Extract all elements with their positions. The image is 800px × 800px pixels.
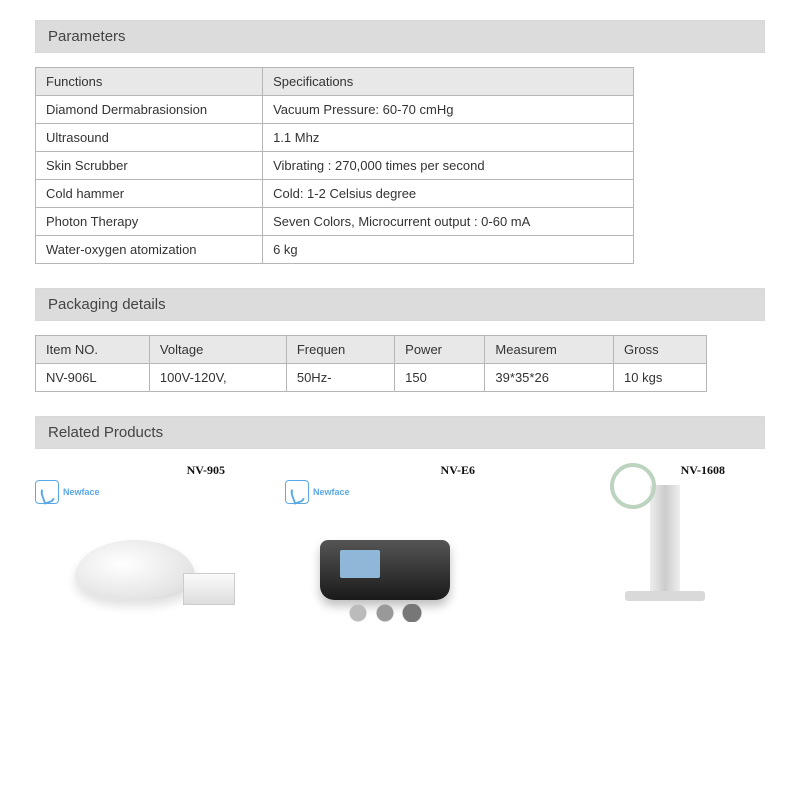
pack-col-itemno: Item NO. — [36, 336, 150, 364]
pack-col-measure: Measurem — [485, 336, 614, 364]
table-row: Diamond DermabrasionsionVacuum Pressure:… — [36, 96, 634, 124]
cell: 50Hz- — [286, 364, 394, 392]
table-row: Ultrasound1.1 Mhz — [36, 124, 634, 152]
cell: 150 — [395, 364, 485, 392]
cell: 10 kgs — [614, 364, 707, 392]
cell: Vibrating : 270,000 times per second — [263, 152, 634, 180]
related-header: Related Products — [35, 416, 765, 449]
cell: 6 kg — [263, 236, 634, 264]
related-product[interactable]: NV-E6 Newface — [285, 463, 505, 630]
related-product[interactable]: NV-1608 — [535, 463, 755, 630]
cell: Skin Scrubber — [36, 152, 263, 180]
params-col-functions: Functions — [36, 68, 263, 96]
cell: Cold hammer — [36, 180, 263, 208]
cell: 100V-120V, — [149, 364, 286, 392]
product-model: NV-E6 — [285, 463, 505, 478]
brand-name: Newface — [63, 487, 100, 497]
parameters-header: Parameters — [35, 20, 765, 53]
cell: Vacuum Pressure: 60-70 cmHg — [263, 96, 634, 124]
cell: NV-906L — [36, 364, 150, 392]
cell: Cold: 1-2 Celsius degree — [263, 180, 634, 208]
newface-logo-icon — [285, 480, 309, 504]
cell: Seven Colors, Microcurrent output : 0-60… — [263, 208, 634, 236]
product-model: NV-905 — [35, 463, 255, 478]
table-row: Water-oxygen atomization6 kg — [36, 236, 634, 264]
related-product[interactable]: NV-905 Newface — [35, 463, 255, 630]
parameters-table: Functions Specifications Diamond Dermabr… — [35, 67, 634, 264]
packaging-table: Item NO. Voltage Frequen Power Measurem … — [35, 335, 707, 392]
params-col-specifications: Specifications — [263, 68, 634, 96]
cell: 39*35*26 — [485, 364, 614, 392]
newface-logo-icon — [35, 480, 59, 504]
product-image — [35, 510, 235, 630]
cell: Diamond Dermabrasionsion — [36, 96, 263, 124]
brand-name: Newface — [313, 487, 350, 497]
pack-col-gross: Gross — [614, 336, 707, 364]
related-products-row: NV-905 Newface NV-E6 Newface NV-1608 — [35, 463, 765, 630]
pack-col-power: Power — [395, 336, 485, 364]
product-image — [285, 510, 485, 630]
cell: Ultrasound — [36, 124, 263, 152]
pack-col-freq: Frequen — [286, 336, 394, 364]
cell: Water-oxygen atomization — [36, 236, 263, 264]
brand-logo: Newface — [285, 480, 505, 504]
table-row: Cold hammerCold: 1-2 Celsius degree — [36, 180, 634, 208]
product-image — [535, 480, 735, 600]
cell: Photon Therapy — [36, 208, 263, 236]
cell: 1.1 Mhz — [263, 124, 634, 152]
brand-logo: Newface — [35, 480, 255, 504]
packaging-header: Packaging details — [35, 288, 765, 321]
table-row: Photon TherapySeven Colors, Microcurrent… — [36, 208, 634, 236]
table-row: NV-906L 100V-120V, 50Hz- 150 39*35*26 10… — [36, 364, 707, 392]
pack-col-voltage: Voltage — [149, 336, 286, 364]
table-row: Skin ScrubberVibrating : 270,000 times p… — [36, 152, 634, 180]
